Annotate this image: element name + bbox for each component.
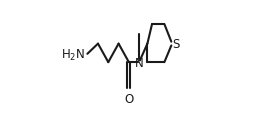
Text: H$_2$N: H$_2$N xyxy=(61,48,86,63)
Text: O: O xyxy=(124,92,134,105)
Text: N: N xyxy=(135,56,144,69)
Text: S: S xyxy=(172,38,180,51)
